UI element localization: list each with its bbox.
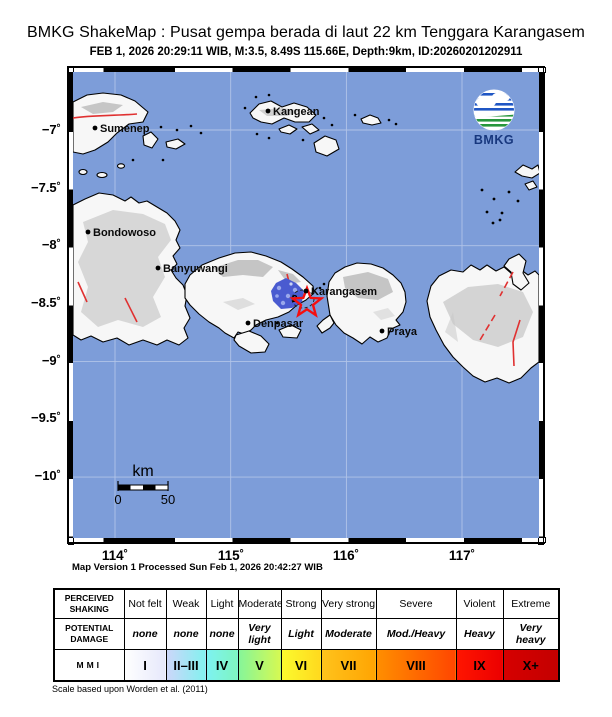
peninsula-sekotong [316,314,335,334]
legend-cell: none [205,618,239,650]
mmi-scale-cell: VI [280,649,322,682]
islet [524,180,538,191]
place-label: Kangean [273,106,320,118]
y-axis-tick: −8.5˚ [31,295,61,310]
legend-row-header: MMI [53,649,125,682]
x-axis-tick: 117˚ [448,548,476,563]
city-dot [265,108,271,114]
legend-cell: Very strong [320,588,377,619]
city-dot [303,288,309,294]
mmi-row: MMI I II–III IV V VI VII VIII IX X+ [53,649,560,682]
event-info-subtitle: FEB 1, 2026 20:29:11 WIB, M:3.5, 8.49S 1… [89,46,523,58]
legend-cell: Weak [165,588,207,619]
mmi-scale-cell: VII [320,649,377,682]
city-dot [85,229,91,235]
legend-row-header: PERCEIVED SHAKING [53,588,125,619]
fault-lines [73,113,521,367]
frame-corner [68,67,74,73]
place-label: Denpasar [253,318,304,330]
islet [278,124,298,135]
legend-row-header: POTENTIAL DAMAGE [53,618,125,650]
scale-bar: km 0 50 [114,463,175,507]
islet-dots [131,93,520,325]
city-dot [379,328,385,334]
island-sepanjang [313,135,340,157]
mmi-scale-cell: IV [205,649,239,682]
y-axis-tick: −10˚ [34,468,61,483]
peninsula-bukit [233,330,270,354]
y-axis-tick: −7˚ [41,122,61,137]
legend-cell: Very heavy [502,618,560,650]
legend-cell: none [123,618,167,650]
mmi-scale-cell: II–III [165,649,207,682]
island-sapudi [142,131,159,149]
mmi-scale-cell: VIII [375,649,457,682]
place-markers: Sumenep Kangean Bondowoso Banyuwangi Kar… [85,106,418,338]
place-label: Karangasem [311,286,377,298]
logo-wordmark: BMKG [474,133,514,147]
legend-cell: Violent [455,588,504,619]
mmi-scale-cell: V [237,649,282,682]
legend-footnote: Scale based upon Worden et al. (2011) [52,684,208,694]
epicenter-star [289,284,325,318]
island-java [73,192,191,346]
islet [96,171,108,179]
legend-cell: Heavy [455,618,504,650]
legend-cell: Light [205,588,239,619]
page-title: BMKG ShakeMap : Pusat gempa berada di la… [27,24,585,41]
perceived-shaking-row: PERCEIVED SHAKING Not felt Weak Light Mo… [53,588,560,619]
islet [78,168,88,176]
bmkg-logo: BMKG [473,89,515,147]
islet [116,163,126,169]
potential-damage-row: POTENTIAL DAMAGE none none none Very lig… [53,618,560,650]
island-raas [165,138,186,150]
island-nusa-penida [278,324,302,339]
legend-cell: Moderate [237,588,282,619]
city-dot [155,265,161,271]
mmi-scale-cell: IX [455,649,504,682]
legend-cell: Mod./Heavy [375,618,457,650]
islet [514,164,539,179]
frame-corner [538,537,544,543]
place-label: Banyuwangi [163,263,228,275]
x-axis-tick: 115˚ [217,548,245,563]
scale-bar-min: 0 [114,492,121,507]
legend-cell: Extreme [502,588,560,619]
legend-cell: none [165,618,207,650]
x-axis-tick: 116˚ [332,548,360,563]
frame-corner [68,537,74,543]
y-axis-tick: −9.5˚ [31,410,61,425]
legend-cell: Light [280,618,322,650]
mmi-scale-cell: X+ [502,649,560,682]
mmi-legend-table: PERCEIVED SHAKING Not felt Weak Light Mo… [53,588,560,682]
legend-cell: Moderate [320,618,377,650]
legend-cell: Strong [280,588,322,619]
islet [301,123,320,135]
mmi-scale-cell: I [123,649,167,682]
y-axis-tick: −8˚ [41,237,61,252]
y-axis-tick: −9˚ [41,353,61,368]
frame-corner [538,67,544,73]
map-version-note: Map Version 1 Processed Sun Feb 1, 2026 … [72,562,323,573]
map-canvas: 2 Sumenep Kangean Bondowoso Banyuwangi K… [73,72,539,538]
legend-cell: Severe [375,588,457,619]
legend-cell: Not felt [123,588,167,619]
place-label: Bondowoso [93,227,156,239]
scale-bar-max: 50 [161,492,175,507]
place-label: Sumenep [100,123,150,135]
islet [360,114,382,126]
city-dot [92,125,98,131]
legend-cell: Very light [237,618,282,650]
terrain-relief [78,102,533,347]
city-dot [245,320,251,326]
place-label: Praya [387,326,418,338]
island-moyo [503,253,530,291]
x-axis-tick: 114˚ [101,548,129,563]
scale-bar-unit: km [132,463,153,480]
y-axis-tick: −7.5˚ [31,180,61,195]
